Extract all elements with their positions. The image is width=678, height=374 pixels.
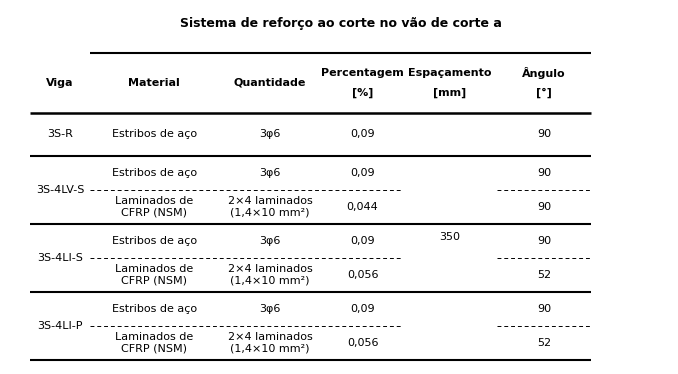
Text: 350: 350 (439, 232, 460, 242)
Text: 3φ6: 3φ6 (260, 168, 281, 178)
Text: 90: 90 (537, 236, 551, 246)
Text: Estribos de aço: Estribos de aço (111, 129, 197, 140)
Text: 0,044: 0,044 (346, 202, 378, 212)
Text: 90: 90 (537, 304, 551, 314)
Text: [°]: [°] (536, 88, 552, 98)
Text: Estribos de aço: Estribos de aço (111, 304, 197, 314)
Text: 0,056: 0,056 (346, 270, 378, 280)
Text: Ângulo: Ângulo (522, 67, 566, 79)
Text: Material: Material (128, 78, 180, 88)
Text: 3φ6: 3φ6 (260, 236, 281, 246)
Text: 52: 52 (537, 338, 551, 348)
Text: 3S-4LI-S: 3S-4LI-S (37, 253, 83, 263)
Text: 3S-4LV-S: 3S-4LV-S (36, 185, 84, 195)
Text: Laminados de
CFRP (NSM): Laminados de CFRP (NSM) (115, 264, 193, 286)
Text: 90: 90 (537, 129, 551, 140)
Text: 0,09: 0,09 (351, 168, 375, 178)
Text: [%]: [%] (352, 88, 373, 98)
Text: 2×4 laminados
(1,4×10 mm²): 2×4 laminados (1,4×10 mm²) (228, 264, 313, 286)
Text: Estribos de aço: Estribos de aço (111, 236, 197, 246)
Text: 0,056: 0,056 (346, 338, 378, 348)
Text: 52: 52 (537, 270, 551, 280)
Text: Viga: Viga (46, 78, 74, 88)
Text: [mm]: [mm] (433, 88, 466, 98)
Text: 3S-4LI-P: 3S-4LI-P (37, 321, 83, 331)
Text: 3φ6: 3φ6 (260, 304, 281, 314)
Text: Sistema de reforço ao corte no vão de corte a: Sistema de reforço ao corte no vão de co… (180, 16, 502, 30)
Text: 3S-R: 3S-R (47, 129, 73, 140)
Text: 2×4 laminados
(1,4×10 mm²): 2×4 laminados (1,4×10 mm²) (228, 332, 313, 354)
Text: Laminados de
CFRP (NSM): Laminados de CFRP (NSM) (115, 196, 193, 218)
Text: 0,09: 0,09 (351, 304, 375, 314)
Text: 0,09: 0,09 (351, 129, 375, 140)
Text: 3φ6: 3φ6 (260, 129, 281, 140)
Text: Estribos de aço: Estribos de aço (111, 168, 197, 178)
Text: 90: 90 (537, 202, 551, 212)
Text: Espaçamento: Espaçamento (408, 68, 492, 77)
Text: Laminados de
CFRP (NSM): Laminados de CFRP (NSM) (115, 332, 193, 354)
Text: 90: 90 (537, 168, 551, 178)
Text: 2×4 laminados
(1,4×10 mm²): 2×4 laminados (1,4×10 mm²) (228, 196, 313, 218)
Text: Percentagem: Percentagem (321, 68, 404, 77)
Text: Quantidade: Quantidade (234, 78, 306, 88)
Text: 0,09: 0,09 (351, 236, 375, 246)
